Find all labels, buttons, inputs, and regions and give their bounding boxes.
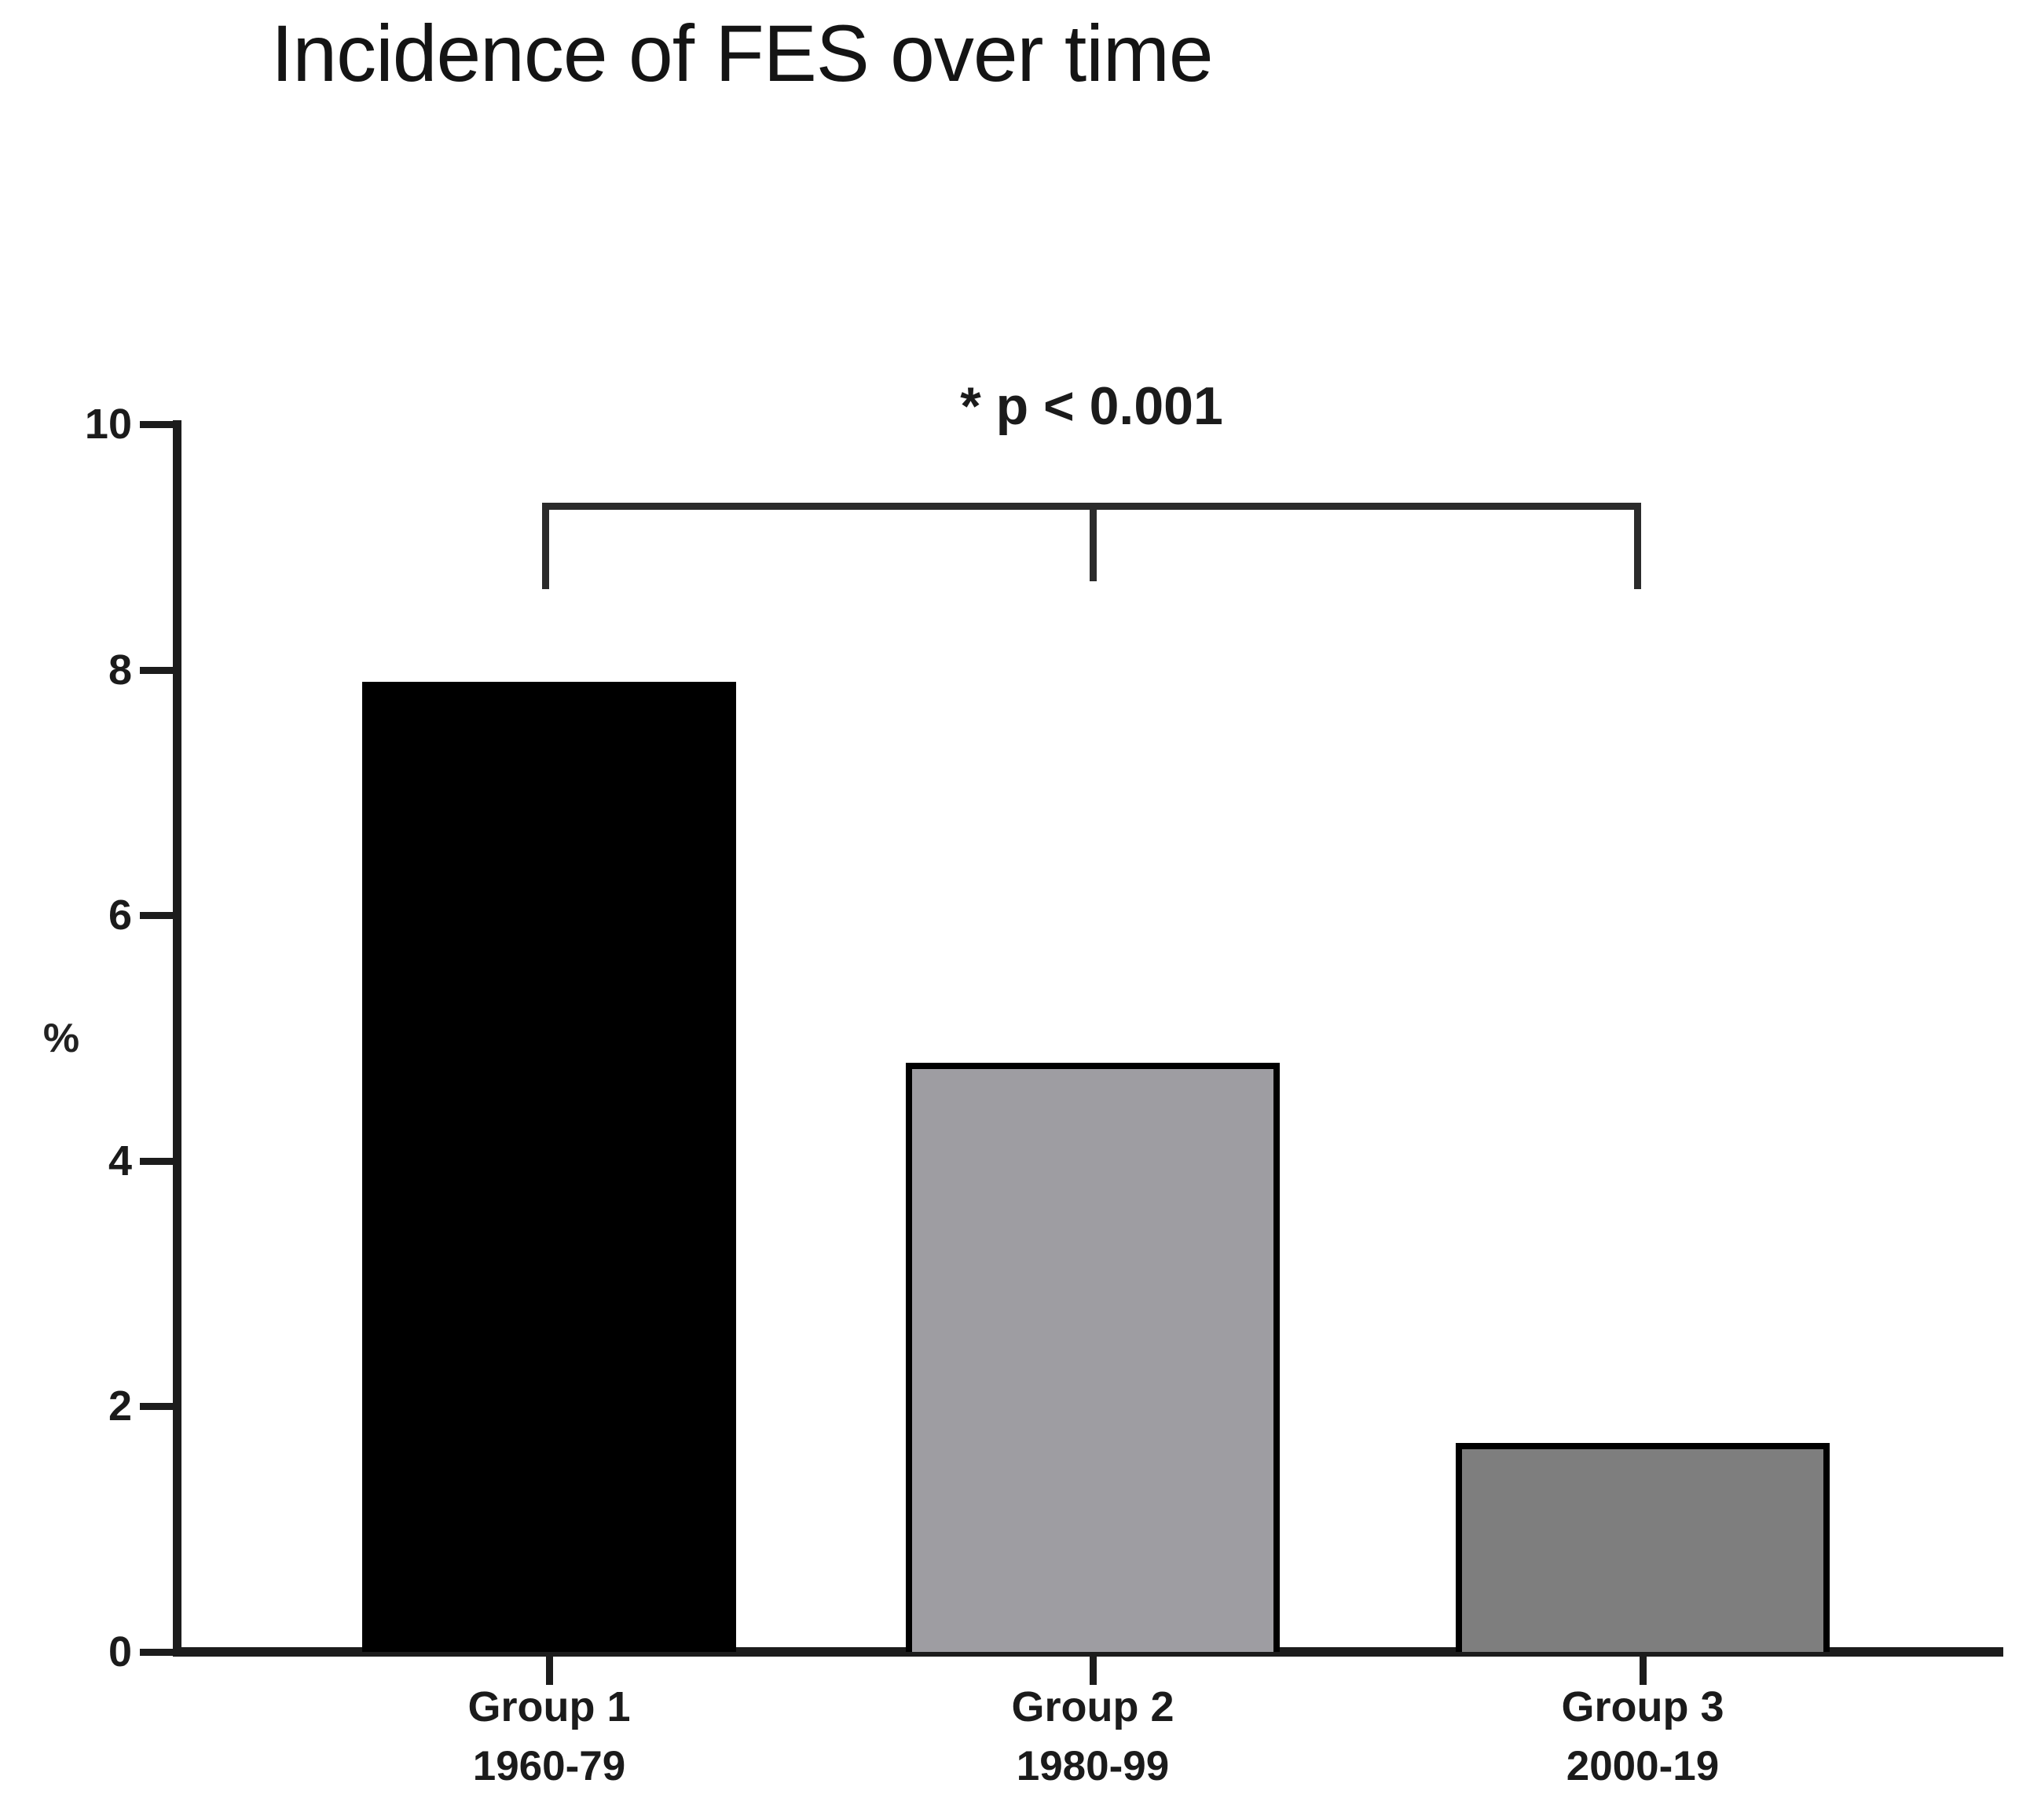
- y-tick-label: 4: [108, 1137, 132, 1185]
- y-axis-line: [173, 420, 181, 1657]
- x-category-group-name: Group 1: [467, 1683, 631, 1730]
- bar-group-2: [906, 1062, 1280, 1652]
- y-tick-mark: [140, 666, 173, 674]
- y-tick-label: 0: [108, 1628, 132, 1675]
- y-tick-mark: [140, 1649, 173, 1656]
- y-tick-label: 10: [84, 401, 132, 448]
- x-tick-mark: [1090, 1657, 1097, 1685]
- y-tick-label: 6: [108, 892, 132, 939]
- x-category-period: 1960-79: [472, 1743, 626, 1789]
- y-tick-mark: [140, 421, 173, 428]
- x-category-group-name: Group 3: [1561, 1683, 1724, 1730]
- y-tick-label: 8: [108, 646, 132, 694]
- y-tick-mark: [140, 1403, 173, 1411]
- x-category-label: Group 1 1960-79: [384, 1686, 714, 1787]
- chart-title: Incidence of FES over time: [271, 9, 1214, 98]
- x-category-label: Group 2 1980-99: [928, 1686, 1258, 1787]
- x-tick-mark: [1640, 1657, 1647, 1685]
- x-tick-mark: [546, 1657, 553, 1685]
- x-category-period: 1980-99: [1016, 1743, 1170, 1789]
- bar-group-3: [1456, 1443, 1830, 1652]
- x-category-label: Group 3 2000-19: [1478, 1686, 1808, 1787]
- significance-bracket-left-tick: [542, 503, 549, 589]
- x-category-period: 2000-19: [1566, 1743, 1720, 1789]
- y-tick-label: 2: [108, 1382, 132, 1430]
- y-tick-mark: [140, 912, 173, 920]
- bar-group-1: [362, 682, 736, 1652]
- y-axis-title: %: [42, 1016, 80, 1061]
- y-tick-mark: [140, 1157, 173, 1165]
- x-category-group-name: Group 2: [1011, 1683, 1174, 1730]
- significance-bracket-mid-tick: [1090, 503, 1097, 581]
- significance-bracket-right-tick: [1634, 503, 1641, 589]
- significance-annotation: * p < 0.001: [960, 376, 1223, 436]
